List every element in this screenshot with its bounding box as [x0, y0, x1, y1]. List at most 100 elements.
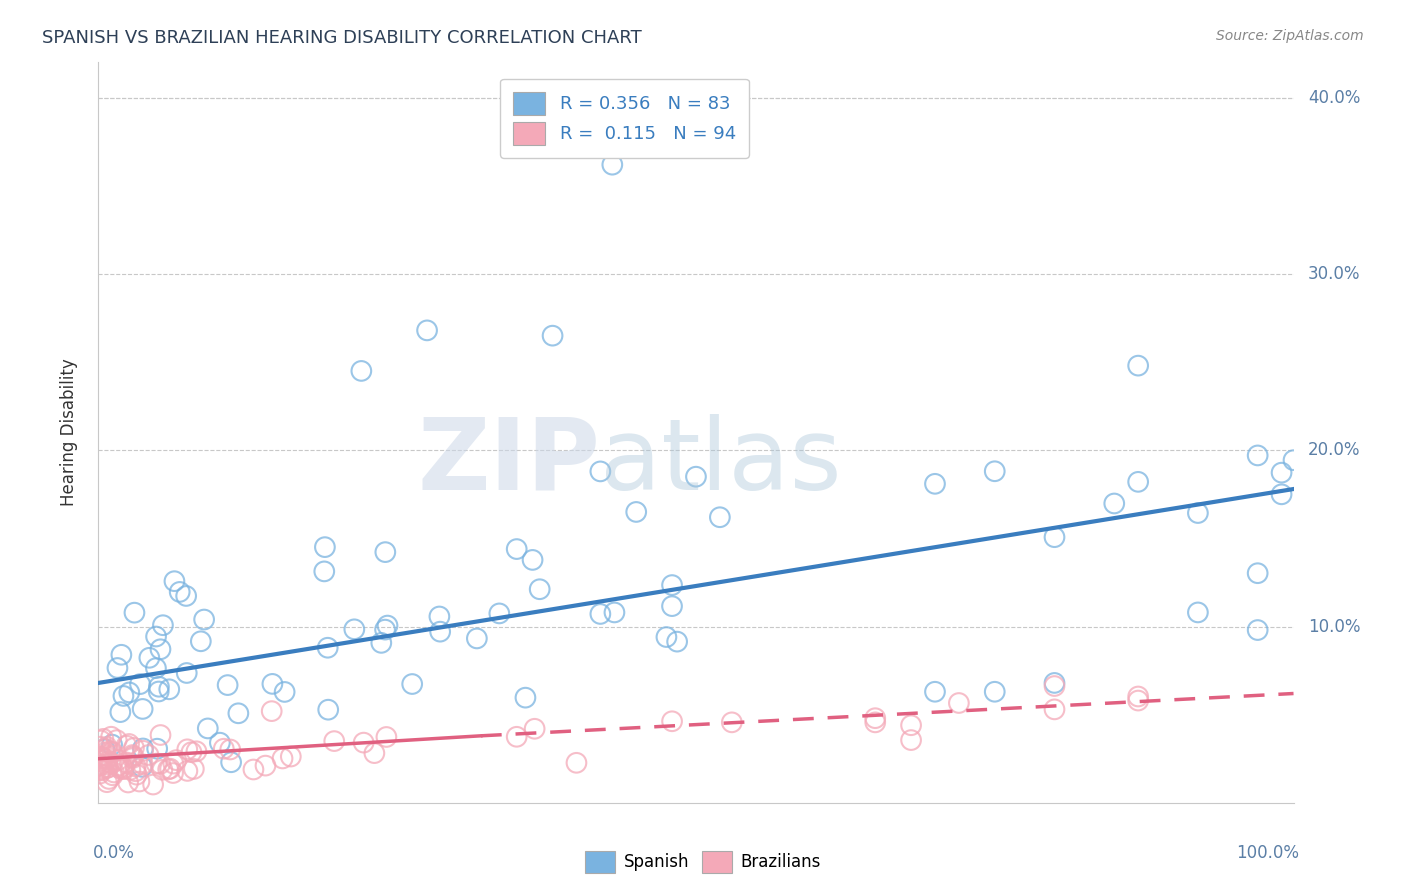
Point [124, 606, 146, 620]
Point [984, 464, 1007, 478]
Point [375, 730, 398, 744]
Point [1282, 453, 1305, 467]
Point [120, 763, 142, 777]
Point [124, 764, 146, 779]
Point [589, 607, 612, 621]
Point [131, 702, 153, 716]
Point [506, 730, 529, 744]
Point [1043, 679, 1066, 693]
Point [89, 752, 111, 766]
Point [96, 739, 118, 754]
Point [176, 665, 198, 680]
Point [121, 747, 143, 762]
Point [254, 758, 277, 772]
Point [98, 772, 121, 786]
Point [208, 736, 231, 750]
Point [666, 634, 689, 648]
Point [150, 763, 173, 777]
Point [1187, 506, 1209, 520]
Point [117, 775, 139, 789]
Point [98, 755, 121, 769]
Point [122, 740, 145, 755]
Point [523, 722, 546, 736]
Point [212, 741, 235, 756]
Legend: R = 0.356   N = 83, R =  0.115   N = 94: R = 0.356 N = 83, R = 0.115 N = 94 [501, 78, 748, 158]
Point [112, 762, 135, 776]
Text: 40.0%: 40.0% [1308, 88, 1360, 107]
Point [1043, 530, 1066, 544]
Point [280, 749, 302, 764]
Point [132, 741, 155, 756]
Point [416, 323, 439, 337]
Point [107, 758, 129, 772]
Point [924, 685, 946, 699]
Point [260, 704, 283, 718]
Point [197, 722, 219, 736]
Point [1128, 475, 1150, 489]
Point [186, 744, 208, 758]
Point [429, 609, 451, 624]
Point [90, 763, 112, 777]
Text: 0.0%: 0.0% [93, 844, 135, 862]
Point [94, 745, 117, 759]
Point [626, 505, 648, 519]
Text: SPANISH VS BRAZILIAN HEARING DISABILITY CORRELATION CHART: SPANISH VS BRAZILIAN HEARING DISABILITY … [42, 29, 643, 47]
Point [89, 754, 111, 768]
Point [374, 623, 396, 637]
Point [900, 733, 922, 747]
Point [1271, 466, 1294, 480]
Point [118, 737, 141, 751]
Legend: Spanish, Brazilians: Spanish, Brazilians [578, 845, 828, 880]
Text: ZIP: ZIP [418, 414, 600, 511]
Text: 30.0%: 30.0% [1308, 265, 1361, 283]
Point [90, 733, 112, 747]
Point [110, 648, 132, 662]
Point [602, 158, 624, 172]
Point [125, 767, 148, 781]
Point [132, 744, 155, 758]
Point [149, 756, 172, 771]
Point [100, 756, 122, 771]
Point [176, 764, 198, 778]
Text: 20.0%: 20.0% [1308, 442, 1361, 459]
Point [94, 742, 117, 756]
Point [219, 756, 242, 770]
Point [721, 715, 744, 730]
Point [314, 565, 336, 579]
Point [661, 578, 683, 592]
Point [128, 774, 150, 789]
Point [96, 775, 118, 789]
Point [169, 585, 191, 599]
Point [603, 606, 626, 620]
Point [1247, 566, 1270, 581]
Point [1043, 676, 1066, 690]
Point [219, 742, 242, 756]
Point [93, 742, 115, 756]
Point [217, 678, 239, 692]
Point [101, 738, 124, 752]
Point [242, 763, 264, 777]
Point [1247, 623, 1270, 637]
Point [541, 328, 564, 343]
Point [108, 761, 131, 775]
Point [162, 756, 184, 771]
Point [96, 755, 118, 769]
Point [316, 703, 339, 717]
Point [1187, 606, 1209, 620]
Point [159, 762, 181, 776]
Point [89, 748, 111, 763]
Point [316, 640, 339, 655]
Point [661, 714, 683, 729]
Point [145, 630, 167, 644]
Point [228, 706, 250, 721]
Point [900, 718, 922, 732]
Point [111, 762, 134, 776]
Point [145, 661, 167, 675]
Point [350, 364, 373, 378]
Point [91, 731, 114, 746]
Point [98, 745, 121, 759]
Point [465, 632, 488, 646]
Point [101, 745, 124, 759]
Point [91, 751, 114, 765]
Point [1128, 690, 1150, 704]
